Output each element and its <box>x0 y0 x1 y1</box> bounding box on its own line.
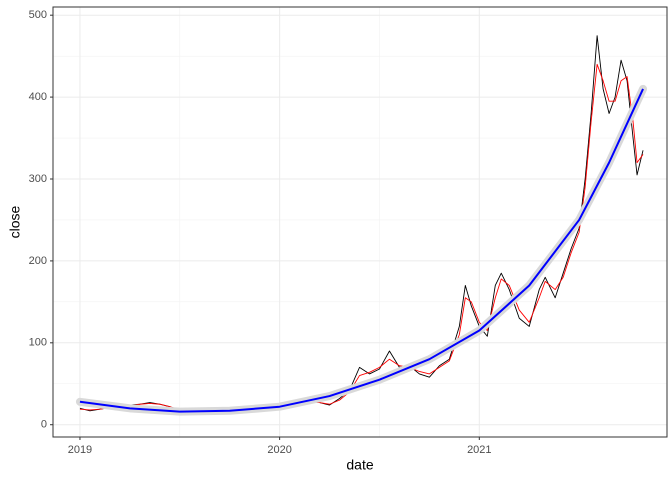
y-tick-label: 500 <box>29 9 47 21</box>
panel-border <box>52 6 668 438</box>
y-axis-title: close <box>7 205 23 238</box>
y-tick-label: 400 <box>29 91 47 103</box>
y-tick-label: 100 <box>29 337 47 349</box>
y-tick-label: 200 <box>29 255 47 267</box>
x-tick-label: 2020 <box>267 444 291 456</box>
y-tick-label: 300 <box>29 173 47 185</box>
x-tick-label: 2019 <box>68 444 92 456</box>
line-series <box>79 88 644 413</box>
y-tick-label: 0 <box>41 419 47 431</box>
x-tick-label: 2021 <box>467 444 491 456</box>
x-axis-title: date <box>346 457 373 473</box>
